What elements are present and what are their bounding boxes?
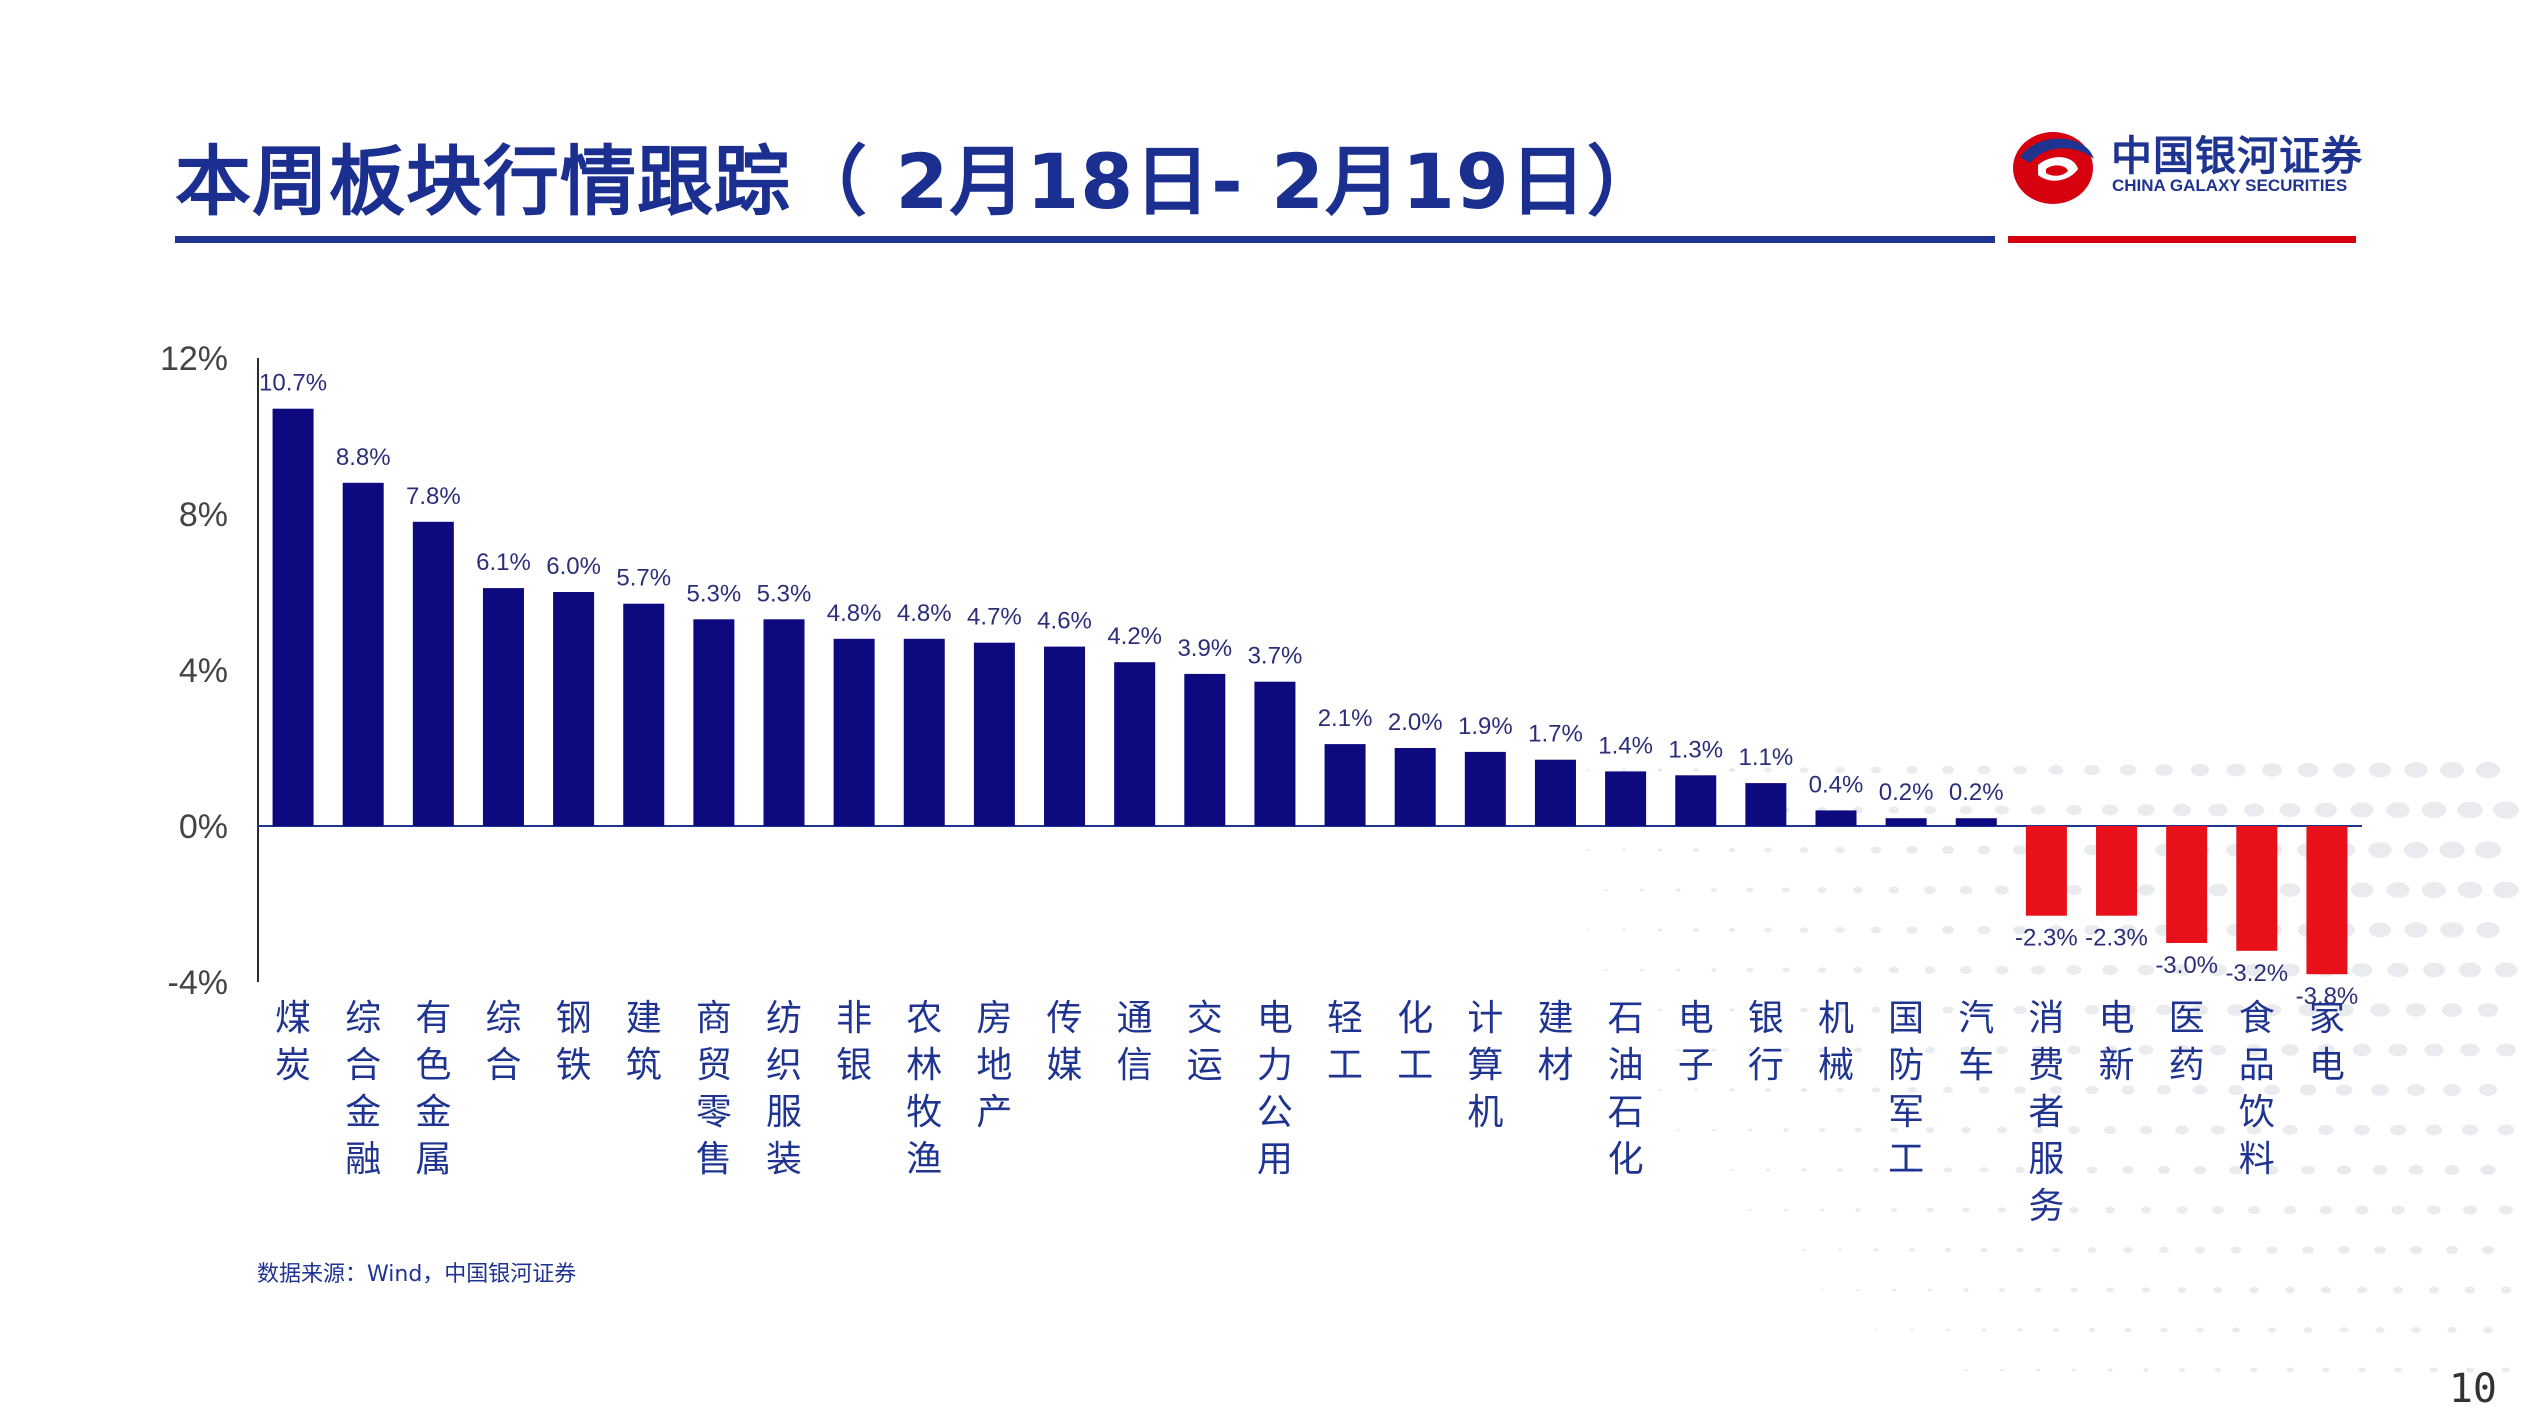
category-label: 电新	[2099, 998, 2135, 1086]
category-label: 通信	[1117, 998, 1153, 1086]
bar	[1325, 744, 1366, 826]
bar	[623, 604, 664, 826]
category-label: 机械	[1818, 998, 1854, 1086]
bar	[1044, 647, 1085, 826]
bar	[1535, 760, 1576, 826]
category-label: 纺织服装	[766, 998, 802, 1180]
y-tick-label: 0%	[179, 808, 228, 846]
data-label: 3.7%	[1248, 643, 1303, 670]
bar	[413, 522, 454, 826]
bar	[2236, 826, 2277, 951]
category-label: 化工	[1397, 998, 1433, 1086]
bar	[1675, 775, 1716, 826]
category-label: 消费者服务	[2028, 998, 2064, 1227]
category-label: 建筑	[626, 998, 662, 1086]
data-label: 3.9%	[1177, 635, 1232, 662]
category-label: 商贸零售	[696, 998, 732, 1180]
bar	[974, 643, 1015, 826]
bar	[1465, 752, 1506, 826]
data-label: -2.3%	[2015, 925, 2078, 952]
data-label: 7.8%	[406, 483, 461, 510]
data-label: -3.2%	[2225, 960, 2288, 987]
y-tick-label: -4%	[168, 964, 228, 1002]
bar	[693, 619, 734, 826]
data-label: 0.2%	[1879, 779, 1934, 806]
data-label: -3.0%	[2155, 952, 2218, 979]
data-label: -2.3%	[2085, 925, 2148, 952]
bar	[2026, 826, 2067, 916]
bar	[764, 619, 805, 826]
data-label: 0.4%	[1809, 771, 1864, 798]
bar	[904, 639, 945, 826]
bar	[834, 639, 875, 826]
bar	[1745, 783, 1786, 826]
category-label: 交运	[1187, 998, 1223, 1086]
data-label: 2.0%	[1388, 709, 1443, 736]
bar	[1395, 748, 1436, 826]
data-label: 5.7%	[616, 565, 671, 592]
bar	[1114, 662, 1155, 826]
category-label: 非银	[836, 998, 872, 1086]
data-label: 5.3%	[757, 580, 812, 607]
category-label: 有色金属	[415, 998, 451, 1180]
bar	[2096, 826, 2137, 916]
data-label: 4.6%	[1037, 608, 1092, 635]
data-label: 6.0%	[546, 553, 601, 580]
data-label: 1.7%	[1528, 721, 1583, 748]
y-tick-label: 4%	[179, 652, 228, 690]
bar	[1816, 810, 1857, 826]
page-number: 10	[2449, 1366, 2497, 1412]
data-label: 5.3%	[687, 580, 742, 607]
category-label: 家电	[2309, 998, 2345, 1086]
bar	[1184, 674, 1225, 826]
category-label: 煤炭	[275, 998, 311, 1086]
category-label: 计算机	[1467, 998, 1503, 1133]
data-label: 1.1%	[1739, 744, 1794, 771]
category-label: 国防军工	[1888, 998, 1924, 1180]
category-label: 传媒	[1047, 998, 1083, 1086]
category-label: 电子	[1678, 998, 1714, 1086]
bar	[343, 483, 384, 826]
category-label: 综合	[485, 998, 521, 1086]
category-label: 医药	[2169, 998, 2205, 1086]
data-label: 10.7%	[259, 370, 327, 397]
category-label: 食品饮料	[2239, 998, 2275, 1180]
source-note: 数据来源：Wind，中国银河证券	[257, 1256, 576, 1288]
category-label: 石油石化	[1608, 998, 1644, 1180]
data-label: 4.7%	[967, 604, 1022, 631]
y-tick-label: 12%	[160, 340, 228, 378]
data-label: 4.2%	[1107, 623, 1162, 650]
data-label: 4.8%	[827, 600, 882, 627]
bar	[1254, 682, 1295, 826]
bar	[483, 588, 524, 826]
bar	[553, 592, 594, 826]
bar	[2166, 826, 2207, 943]
data-label: 0.2%	[1949, 779, 2004, 806]
bar	[1956, 818, 1997, 826]
bar	[2306, 826, 2347, 974]
category-label: 农林牧渔	[906, 998, 942, 1180]
data-label: 1.3%	[1668, 736, 1723, 763]
data-label: 4.8%	[897, 600, 952, 627]
data-label: 2.1%	[1318, 705, 1373, 732]
data-label: 6.1%	[476, 549, 531, 576]
category-label: 电力公用	[1257, 998, 1293, 1180]
data-label: 1.9%	[1458, 713, 1513, 740]
y-tick-label: 8%	[179, 496, 228, 534]
category-label: 房地产	[976, 998, 1012, 1133]
category-label: 钢铁	[556, 998, 592, 1086]
category-label: 汽车	[1958, 998, 1994, 1086]
category-label: 轻工	[1327, 998, 1363, 1086]
category-label: 银行	[1748, 998, 1784, 1086]
bar	[1886, 818, 1927, 826]
data-label: 8.8%	[336, 444, 391, 471]
data-label: 1.4%	[1598, 732, 1653, 759]
bar	[273, 409, 314, 826]
category-label: 建材	[1537, 998, 1573, 1086]
bar	[1605, 771, 1646, 826]
category-label: 综合金融	[345, 998, 381, 1180]
